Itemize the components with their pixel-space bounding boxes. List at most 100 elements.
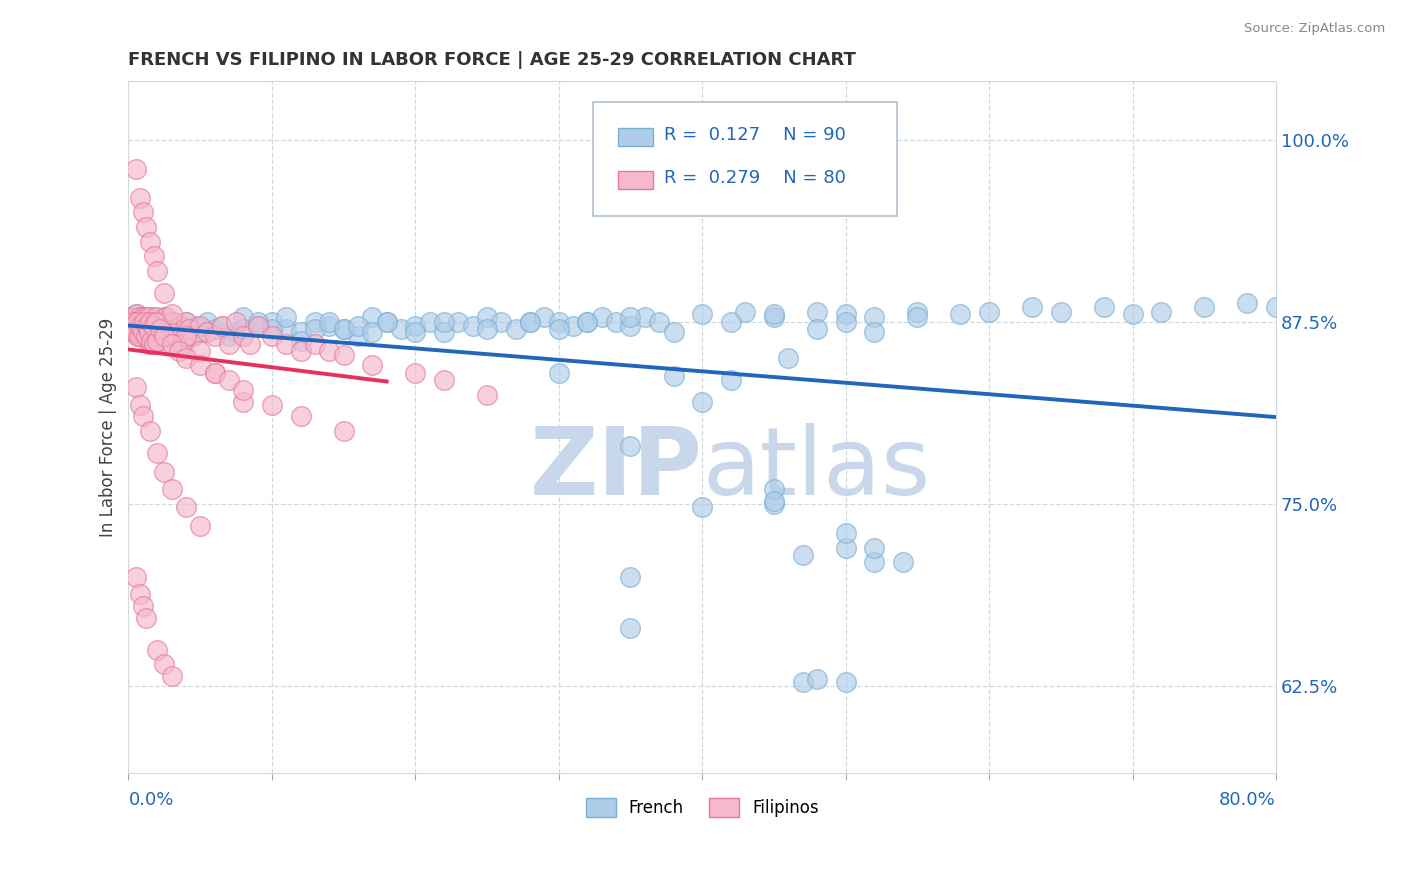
Point — [218, 329, 240, 343]
Point — [129, 319, 152, 334]
Point — [1049, 304, 1071, 318]
Point — [148, 319, 170, 334]
Point — [129, 398, 152, 412]
Point — [792, 674, 814, 689]
Point — [433, 315, 456, 329]
Point — [153, 322, 176, 336]
Point — [139, 329, 162, 343]
Point — [139, 319, 162, 334]
Point — [332, 348, 354, 362]
Point — [131, 322, 153, 336]
Point — [160, 322, 183, 336]
Point — [762, 494, 785, 508]
Point — [834, 541, 856, 555]
Point — [863, 310, 886, 325]
Point — [232, 310, 254, 325]
Point — [204, 366, 226, 380]
Bar — [619, 171, 652, 188]
Point — [145, 315, 167, 329]
Point — [232, 383, 254, 397]
Point — [122, 319, 145, 334]
Point — [290, 325, 312, 339]
Point — [619, 570, 641, 584]
Point — [232, 395, 254, 409]
Point — [146, 446, 169, 460]
Point — [143, 336, 166, 351]
Point — [246, 319, 269, 334]
Point — [1265, 300, 1288, 314]
Point — [136, 319, 159, 334]
Point — [762, 308, 785, 322]
Point — [211, 319, 233, 334]
Point — [1150, 304, 1173, 318]
Point — [375, 315, 398, 329]
Point — [690, 500, 713, 514]
Point — [150, 322, 173, 336]
Point — [156, 319, 179, 334]
Point — [132, 310, 155, 325]
Point — [806, 672, 828, 686]
Point — [139, 424, 162, 438]
Point — [318, 319, 340, 334]
Point — [129, 315, 152, 329]
Point — [619, 319, 641, 334]
Point — [124, 380, 146, 394]
Point — [225, 315, 247, 329]
Point — [138, 310, 160, 325]
Point — [290, 409, 312, 424]
Point — [141, 334, 163, 348]
Point — [806, 322, 828, 336]
Point — [121, 315, 143, 329]
Point — [135, 220, 157, 235]
Point — [143, 310, 166, 325]
Point — [124, 325, 146, 339]
Point — [153, 310, 176, 325]
Point — [619, 621, 641, 635]
Point — [433, 325, 456, 339]
Point — [977, 304, 1000, 318]
Point — [547, 366, 569, 380]
Point — [276, 310, 298, 325]
Point — [419, 315, 441, 329]
Point — [218, 373, 240, 387]
Point — [135, 322, 157, 336]
Point — [375, 315, 398, 329]
Point — [232, 329, 254, 343]
Point — [690, 308, 713, 322]
Point — [134, 315, 156, 329]
Point — [125, 329, 148, 343]
Point — [276, 322, 298, 336]
Point — [169, 319, 191, 334]
Point — [160, 483, 183, 497]
Point — [211, 319, 233, 334]
Point — [304, 315, 326, 329]
Point — [181, 329, 204, 343]
Point — [619, 310, 641, 325]
Point — [132, 409, 155, 424]
Point — [174, 351, 197, 366]
Point — [361, 359, 384, 373]
Point — [136, 315, 159, 329]
Point — [389, 322, 412, 336]
Point — [156, 329, 179, 343]
Point — [157, 329, 180, 343]
Point — [125, 315, 148, 329]
Point — [576, 315, 599, 329]
Point — [332, 322, 354, 336]
Point — [163, 315, 186, 329]
Point — [834, 308, 856, 322]
Point — [762, 497, 785, 511]
Point — [475, 387, 498, 401]
Point — [124, 315, 146, 329]
Point — [143, 322, 166, 336]
Point — [347, 319, 370, 334]
Point — [131, 329, 153, 343]
Point — [174, 315, 197, 329]
Point — [181, 329, 204, 343]
Point — [153, 657, 176, 672]
Point — [152, 329, 174, 343]
Point — [131, 319, 153, 334]
Point — [648, 315, 671, 329]
Point — [131, 325, 153, 339]
Point — [720, 373, 742, 387]
